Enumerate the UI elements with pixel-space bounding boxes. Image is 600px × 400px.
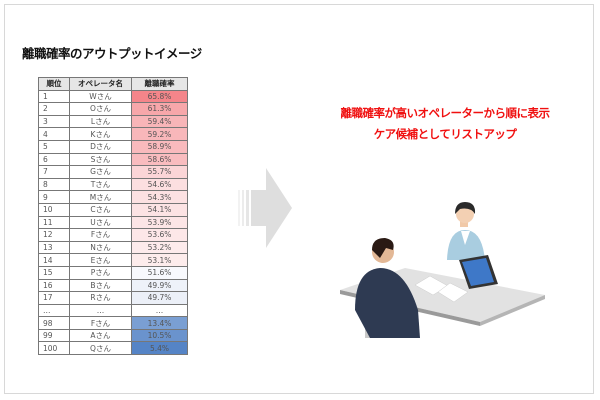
rank-cell: 12 [38, 228, 70, 242]
document [437, 282, 469, 303]
panel-frame [4, 4, 594, 394]
name-cell: Kさん [69, 127, 132, 141]
rate-cell: 13.4% [131, 316, 188, 330]
table-row: 7 Gさん 55.7% [38, 165, 188, 179]
rank-cell: 3 [38, 114, 70, 129]
rank-cell: 100 [38, 341, 70, 356]
table-row: ……… [38, 303, 188, 318]
name-cell: Fさん [69, 228, 132, 242]
name-cell: Nさん [69, 240, 132, 255]
right-arrow-icon [238, 168, 292, 248]
rate-cell: 54.3% [131, 190, 188, 204]
consultation-illustration [340, 202, 545, 338]
rank-cell: 1 [38, 89, 70, 104]
man-body [355, 268, 420, 338]
table-row: 10 Cさん 54.1% [38, 202, 188, 217]
rate-cell: 59.2% [131, 127, 188, 141]
result-message: 離職確率が高いオペレーターから順に表示 ケア候補としてリストアップ [300, 103, 590, 145]
message-line-1: 離職確率が高いオペレーターから順に表示 [340, 106, 551, 120]
message-line-2: ケア候補としてリストアップ [373, 127, 517, 141]
rate-cell: 53.1% [131, 253, 188, 267]
rank-cell: 9 [38, 190, 70, 204]
rate-cell: 53.2% [131, 240, 188, 255]
rank-cell: 2 [38, 102, 70, 116]
table-row: 13 Nさん 53.2% [38, 240, 188, 255]
name-cell: Cさん [69, 202, 132, 217]
rank-cell: 11 [38, 215, 70, 230]
header-rate: 離職確率 [131, 77, 188, 91]
table-row: 2 Oさん 61.3% [38, 102, 188, 116]
rate-cell: … [131, 303, 188, 318]
rank-cell: 8 [38, 177, 70, 192]
attrition-table: 順位 オペレータ名 離職確率 1 Wさん 65.8% 2 Oさん 61.3% 3 Lさん 59.… [38, 77, 188, 356]
rank-cell: 5 [38, 139, 70, 154]
rate-cell: 49.9% [131, 278, 188, 293]
table-row: 14 Eさん 53.1% [38, 253, 188, 267]
table-row: 3 Lさん 59.4% [38, 114, 188, 129]
table-row: 6 Sさん 58.6% [38, 152, 188, 167]
name-cell: Lさん [69, 114, 132, 129]
table-row: 11 Uさん 53.9% [38, 215, 188, 230]
name-cell: Aさん [69, 328, 132, 343]
table-row: 1 Wさん 65.8% [38, 89, 188, 104]
rate-cell: 51.6% [131, 265, 188, 280]
rank-cell: 4 [38, 127, 70, 141]
rate-cell: 59.4% [131, 114, 188, 129]
page-title: 離職確率のアウトプットイメージ [22, 46, 202, 61]
rate-cell: 53.9% [131, 215, 188, 230]
table-row: 99 Aさん 10.5% [38, 328, 188, 343]
name-cell: Pさん [69, 265, 132, 280]
table-row: 8 Tさん 54.6% [38, 177, 188, 192]
rank-cell: 15 [38, 265, 70, 280]
rate-cell: 10.5% [131, 328, 188, 343]
header-rank: 順位 [38, 77, 70, 91]
name-cell: Rさん [69, 291, 132, 305]
name-cell: Dさん [69, 139, 132, 154]
rank-cell: 7 [38, 165, 70, 179]
name-cell: Mさん [69, 190, 132, 204]
rate-cell: 58.6% [131, 152, 188, 167]
rank-cell: 10 [38, 202, 70, 217]
rate-cell: 58.9% [131, 139, 188, 154]
name-cell: Sさん [69, 152, 132, 167]
rate-cell: 54.6% [131, 177, 188, 192]
table-row: 9 Mさん 54.3% [38, 190, 188, 204]
rank-cell: 98 [38, 316, 70, 330]
table-row: 15 Pさん 51.6% [38, 265, 188, 280]
rate-cell: 49.7% [131, 291, 188, 305]
rank-cell: … [38, 303, 70, 318]
rank-cell: 6 [38, 152, 70, 167]
rate-cell: 55.7% [131, 165, 188, 179]
name-cell: Wさん [69, 89, 132, 104]
table-row: 98 Fさん 13.4% [38, 316, 188, 330]
rate-cell: 5.4% [131, 341, 188, 356]
rate-cell: 54.1% [131, 202, 188, 217]
name-cell: Bさん [69, 278, 132, 293]
rank-cell: 16 [38, 278, 70, 293]
rank-cell: 99 [38, 328, 70, 343]
name-cell: Qさん [69, 341, 132, 356]
name-cell: Uさん [69, 215, 132, 230]
name-cell: Eさん [69, 253, 132, 267]
woman-body [447, 230, 485, 260]
name-cell: Gさん [69, 165, 132, 179]
name-cell: Oさん [69, 102, 132, 116]
table-row: 4 Kさん 59.2% [38, 127, 188, 141]
table-row: 16 Bさん 49.9% [38, 278, 188, 293]
table-row: 5 Dさん 58.9% [38, 139, 188, 154]
name-cell: Tさん [69, 177, 132, 192]
rate-cell: 65.8% [131, 89, 188, 104]
rate-cell: 61.3% [131, 102, 188, 116]
rank-cell: 13 [38, 240, 70, 255]
rate-cell: 53.6% [131, 228, 188, 242]
name-cell: … [69, 303, 132, 318]
table-row: 17 Rさん 49.7% [38, 291, 188, 305]
table-row: 12 Fさん 53.6% [38, 228, 188, 242]
rank-cell: 17 [38, 291, 70, 305]
woman-head [456, 205, 474, 223]
header-name: オペレータ名 [69, 77, 132, 91]
name-cell: Fさん [69, 316, 132, 330]
rank-cell: 14 [38, 253, 70, 267]
table-row: 100 Qさん 5.4% [38, 341, 188, 356]
